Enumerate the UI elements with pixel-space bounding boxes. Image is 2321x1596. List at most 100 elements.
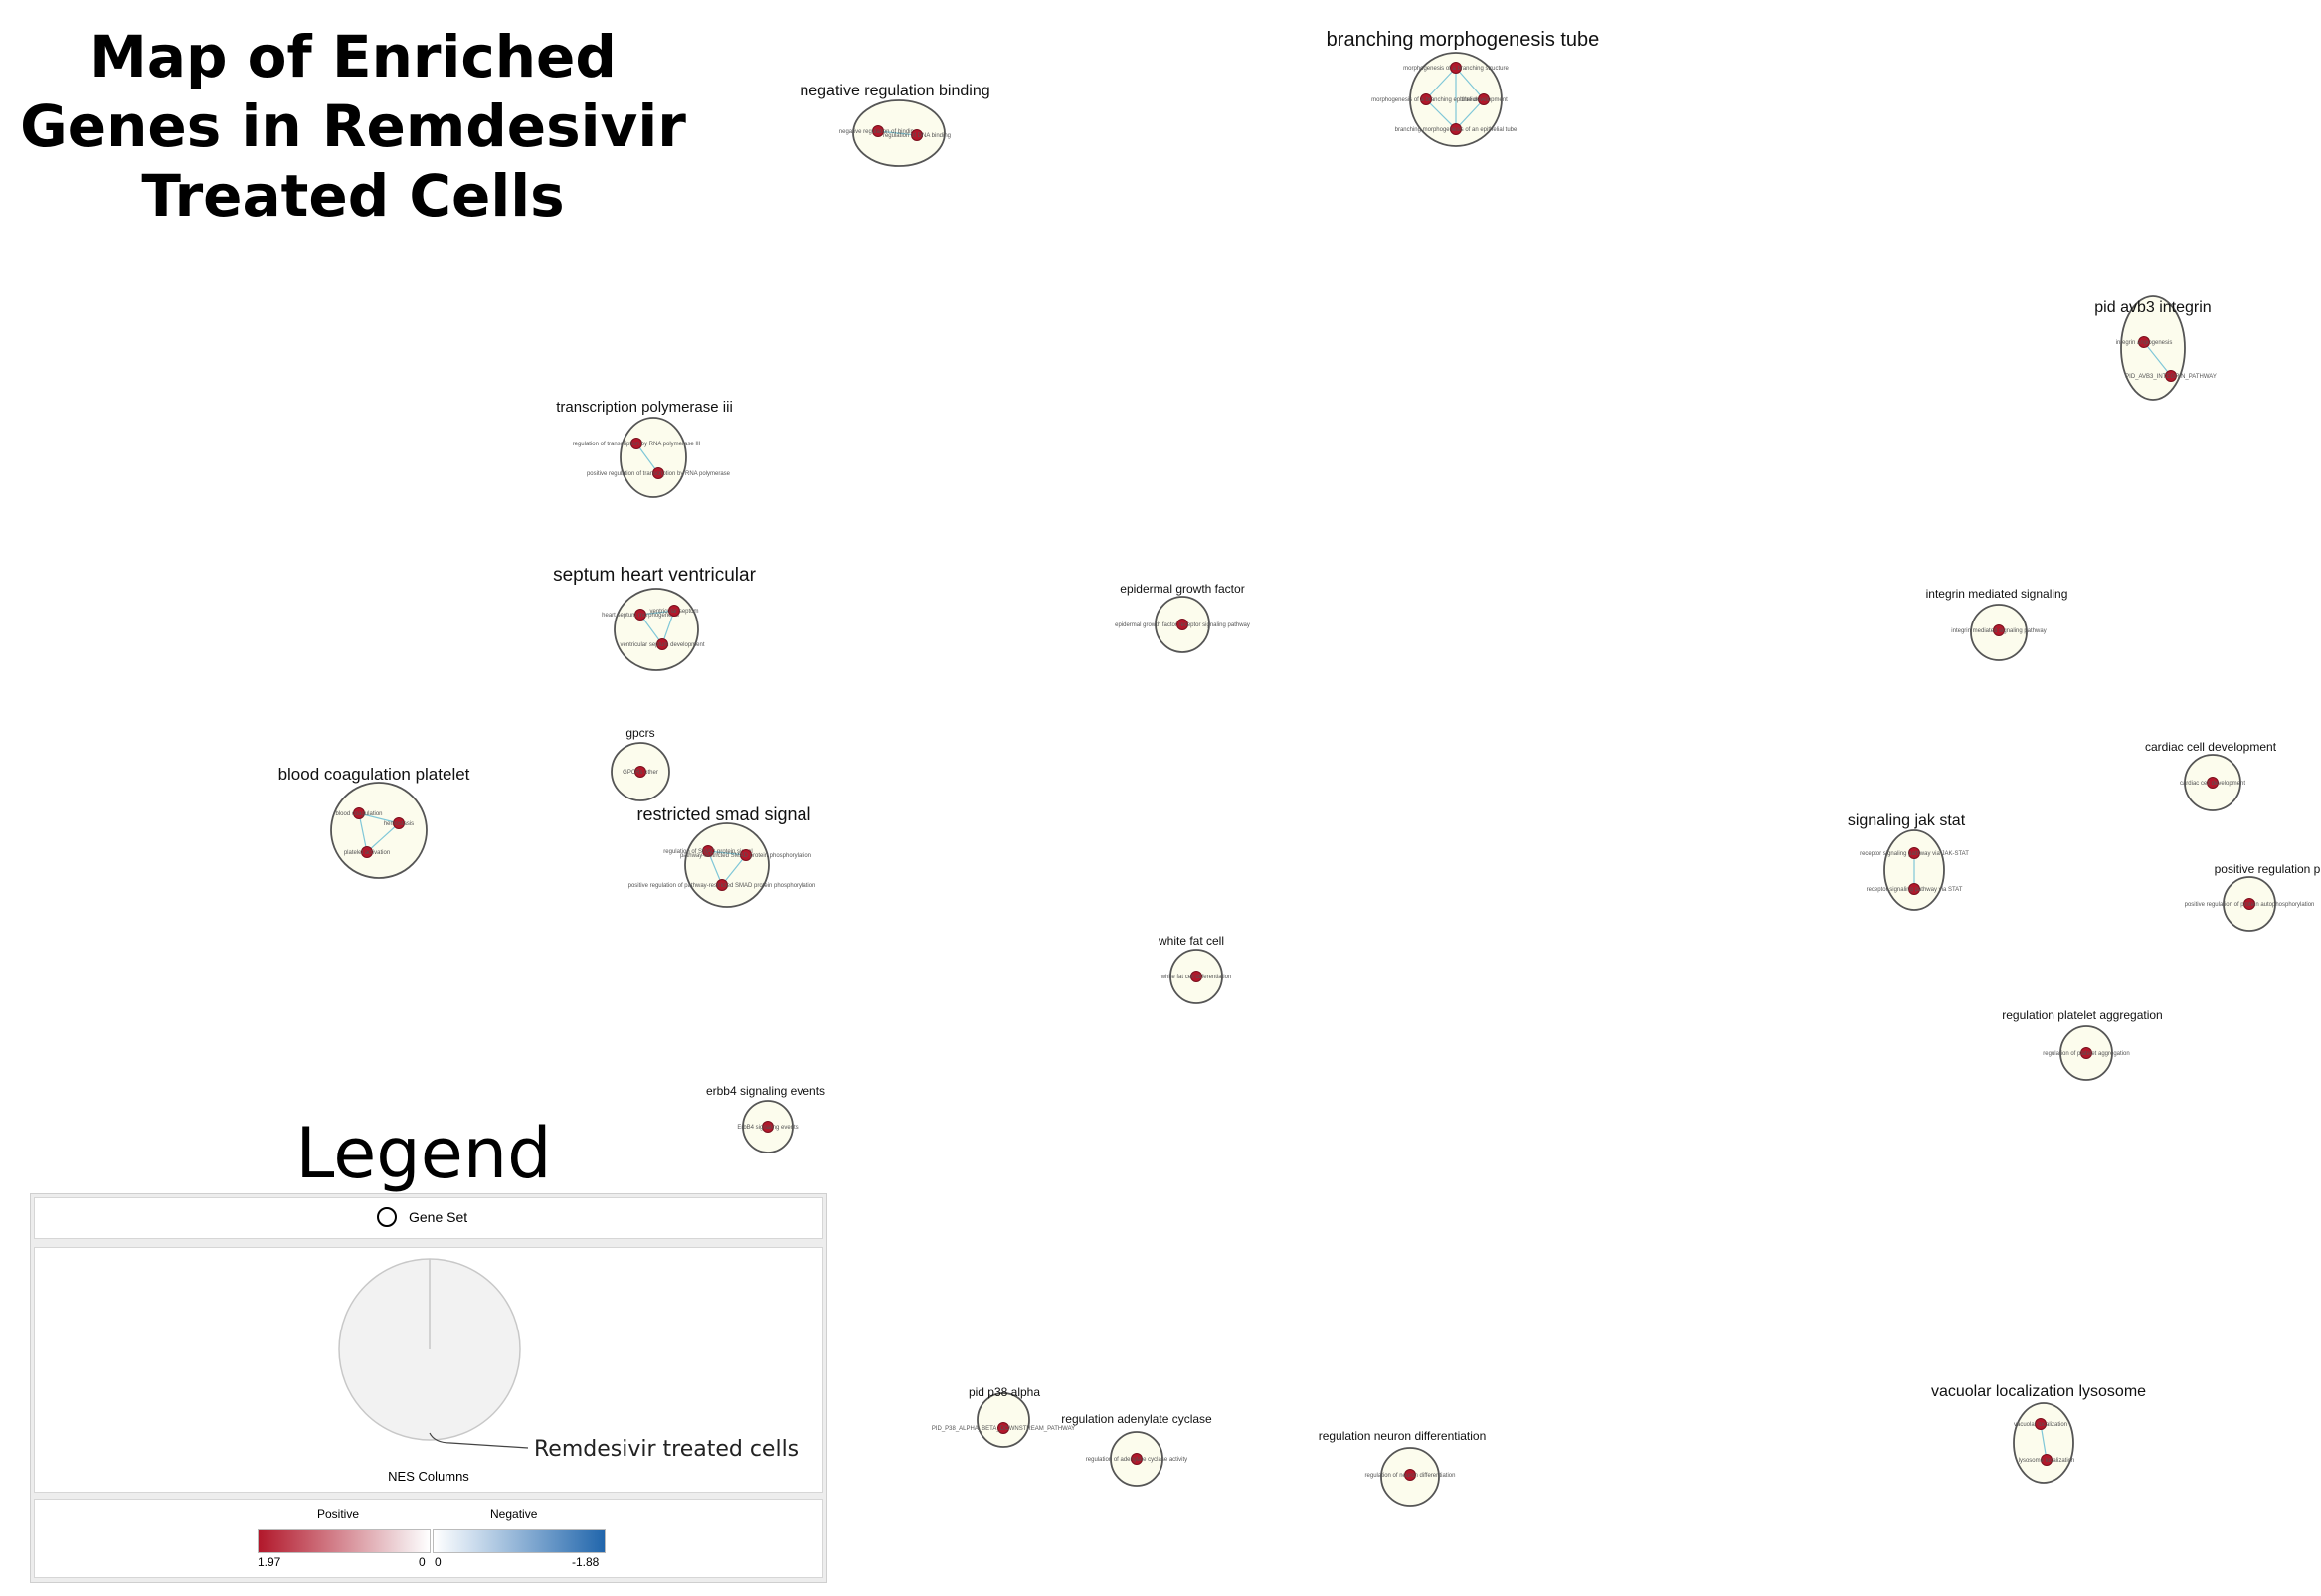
- gene-set-node[interactable]: [2165, 370, 2177, 382]
- cluster-group: regulation of SMAD protein signalpathway…: [628, 804, 816, 908]
- nes-series-label: Remdesivir treated cells: [534, 1437, 800, 1462]
- gene-set-node-label: regulation of platelet aggregation: [2043, 1051, 2129, 1057]
- negative-gradient-bar: [433, 1529, 606, 1553]
- cluster-label: white fat cell: [1158, 934, 1224, 948]
- cluster-label: integrin mediated signaling: [1926, 587, 2068, 601]
- cluster-group: negative regulation of bindingregulation…: [800, 83, 990, 167]
- negative-zero-value: 0: [435, 1555, 442, 1569]
- legend-box: Gene Set Remdesivir treated cells NES Co…: [30, 1193, 827, 1583]
- title-line-3: Treated Cells: [141, 162, 565, 230]
- gene-set-node[interactable]: [634, 609, 646, 621]
- cluster-label: gpcrs: [625, 726, 654, 740]
- cluster-group: epidermal growth factor receptor signali…: [1115, 582, 1250, 653]
- gene-set-node[interactable]: [911, 129, 923, 141]
- network-edge: [1425, 67, 1457, 100]
- gene-set-node-label: positive regulation of pathway-restricte…: [628, 883, 816, 889]
- gene-set-node[interactable]: [1908, 883, 1920, 895]
- gene-set-node-label: PID_AVB3_INTEGRIN_PATHWAY: [2125, 374, 2217, 380]
- positive-zero-value: 0: [419, 1555, 426, 1569]
- gene-set-node[interactable]: [1131, 1453, 1143, 1465]
- gene-set-node-label: morphogenesis of a branching structure: [1403, 66, 1509, 72]
- cluster-boundary[interactable]: [977, 1392, 1030, 1448]
- gene-set-node[interactable]: [1908, 847, 1920, 859]
- gene-set-node[interactable]: [1190, 971, 1202, 982]
- gene-set-node-label: regulation of DNA binding: [883, 133, 951, 139]
- gene-set-node-label: positive regulation of protein autophosp…: [2185, 902, 2315, 908]
- gene-set-node-label: regulation of adenylate cyclase activity: [1086, 1457, 1187, 1463]
- gene-set-node-label: morphogenesis of a branching epithelium: [1371, 97, 1481, 103]
- gene-set-node[interactable]: [2138, 336, 2150, 348]
- cluster-group: vacuolar localization lysosome localizati…: [1931, 1383, 2146, 1484]
- gene-set-node-label: lysosome localization: [2019, 1458, 2075, 1464]
- positive-max-value: 1.97: [258, 1555, 281, 1569]
- cluster-boundary[interactable]: [330, 782, 428, 879]
- gene-set-node[interactable]: [2243, 898, 2255, 910]
- network-edge: [661, 610, 675, 645]
- cluster-boundary[interactable]: [614, 588, 699, 671]
- gene-set-node-label: vacuolar localization: [2014, 1422, 2067, 1428]
- cluster-group: ErbB4 signaling events erbb4 signaling ev…: [706, 1084, 825, 1153]
- cluster-boundary[interactable]: [684, 822, 770, 908]
- cluster-label: erbb4 signaling events: [706, 1084, 825, 1098]
- network-edge: [877, 130, 918, 136]
- network-edge: [366, 822, 400, 853]
- gene-set-node-label: receptor signaling pathway via JAK-STAT: [1860, 851, 1969, 857]
- gene-set-node-label: negative regulation of binding: [839, 129, 917, 135]
- gene-set-label: Gene Set: [409, 1209, 468, 1225]
- legend-heading: Legend: [295, 1113, 552, 1194]
- gene-set-node[interactable]: [2041, 1454, 2053, 1466]
- gene-set-node[interactable]: [1450, 62, 1462, 74]
- gene-set-node-label: blood coagulation: [335, 811, 382, 817]
- gene-set-node-label: regulation of SMAD protein signal: [663, 849, 752, 855]
- gene-set-node[interactable]: [762, 1121, 774, 1133]
- gene-set-node-label: heart septum morphogenesis: [602, 613, 679, 619]
- negative-min-value: -1.88: [572, 1555, 600, 1569]
- cluster-group: cardiac cell development cardiac cell dev…: [2145, 740, 2277, 811]
- cluster-group: PID_P38_ALPHA_BETA_DOWNSTREAM_PATHWAY pid…: [932, 1385, 1075, 1448]
- gene-set-node-label: platelet activation: [344, 850, 390, 856]
- nes-series-leader-line: [429, 1432, 529, 1449]
- positive-gradient-bar: [258, 1529, 431, 1553]
- network-edge: [2040, 1423, 2048, 1461]
- gene-set-node[interactable]: [1404, 1469, 1416, 1481]
- gene-set-node[interactable]: [716, 879, 728, 891]
- cluster-label: pid p38 alpha: [969, 1385, 1040, 1399]
- gene-set-node[interactable]: [702, 845, 714, 857]
- network-edge: [358, 812, 400, 824]
- gene-set-node[interactable]: [872, 125, 884, 137]
- gene-set-node-label: ErbB4 signaling events: [737, 1125, 798, 1131]
- cluster-group: receptor signaling pathway via JAK-STAT r…: [1848, 812, 1969, 911]
- legend-color-scale-panel: Positive Negative 1.97 0 0 -1.88: [34, 1499, 823, 1578]
- gene-set-node[interactable]: [1176, 619, 1188, 630]
- gene-set-node-label: hemostasis: [384, 821, 414, 827]
- network-edge: [721, 854, 747, 886]
- gene-set-circle-icon: [377, 1207, 397, 1227]
- gene-set-node[interactable]: [1450, 123, 1462, 135]
- gene-set-node-label: tube development: [1460, 97, 1508, 103]
- gene-set-node[interactable]: [393, 817, 405, 829]
- gene-set-node[interactable]: [353, 807, 365, 819]
- gene-set-node[interactable]: [1420, 93, 1432, 105]
- gene-set-node[interactable]: [656, 638, 668, 650]
- network-edge: [1425, 98, 1457, 130]
- gene-set-node[interactable]: [1993, 624, 2005, 636]
- gene-set-node[interactable]: [2035, 1418, 2047, 1430]
- gene-set-node[interactable]: [361, 846, 373, 858]
- cluster-boundary[interactable]: [620, 417, 687, 498]
- cluster-label: regulation neuron differentiation: [1319, 1429, 1487, 1443]
- gene-set-node[interactable]: [668, 605, 680, 617]
- gene-set-node[interactable]: [740, 849, 752, 861]
- network-edge: [639, 614, 663, 645]
- gene-set-node[interactable]: [630, 438, 642, 449]
- cluster-group: regulation of adenylate cyclase activity…: [1061, 1412, 1212, 1487]
- gene-set-node[interactable]: [997, 1422, 1009, 1434]
- gene-set-node[interactable]: [634, 766, 646, 778]
- gene-set-node[interactable]: [2080, 1047, 2092, 1059]
- cluster-label: epidermal growth factor: [1120, 582, 1244, 596]
- gene-set-node[interactable]: [2207, 777, 2219, 789]
- gene-set-node[interactable]: [652, 467, 664, 479]
- cluster-group: regulation of platelet aggregation regula…: [2002, 1008, 2163, 1081]
- gene-set-node[interactable]: [1478, 93, 1490, 105]
- cluster-group: positive regulation of protein autophosp…: [2185, 862, 2321, 932]
